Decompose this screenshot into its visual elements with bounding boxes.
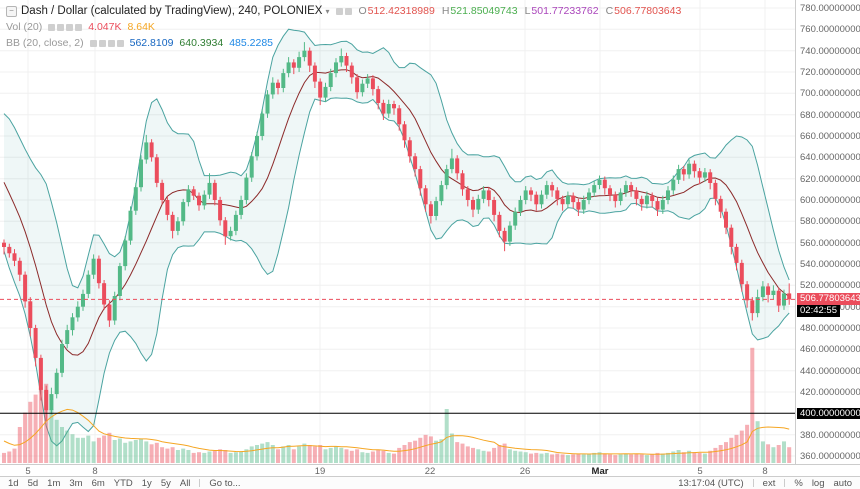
extended-hours-toggle[interactable]: ext (762, 477, 776, 489)
more-icon[interactable] (344, 7, 352, 15)
volume-ma-value: 8.64K (127, 21, 155, 33)
time-axis-label: 8 (762, 466, 768, 477)
volume-bars (2, 347, 792, 463)
time-axis[interactable]: 5 8 19 22 26 Mar 5 8 (0, 464, 860, 477)
high-value: 521.85049743 (450, 5, 518, 17)
chart-legend: − Dash / Dollar (calculated by TradingVi… (6, 3, 681, 51)
settings-icon[interactable] (98, 39, 106, 47)
time-axis-label: 5 (25, 466, 31, 477)
price-axis-label: 520.00000000 (800, 280, 860, 292)
indicator-controls (89, 39, 124, 47)
range-5d-button[interactable]: 5d (27, 477, 39, 489)
delete-icon[interactable] (66, 23, 74, 31)
indicator-controls (48, 23, 83, 31)
bb-indicator-title[interactable]: BB (20, close, 2) (6, 37, 84, 49)
open-value: 512.42318989 (367, 5, 435, 17)
range-5y-button[interactable]: 5y (160, 477, 171, 489)
range-3m-button[interactable]: 3m (69, 477, 83, 489)
delete-icon[interactable] (107, 39, 115, 47)
more-icon[interactable] (75, 23, 83, 31)
price-axis-label: 740.00000000 (800, 45, 860, 57)
price-axis-label: 700.00000000 (800, 88, 860, 100)
chevron-down-icon[interactable]: ▾ (325, 6, 330, 16)
low-label: L (524, 5, 531, 17)
last-price-tag: 506.77803643 02:42:55 (797, 293, 860, 318)
close-value: 506.77803643 (614, 5, 682, 17)
price-axis-label: 440.00000000 (800, 365, 860, 377)
range-1m-button[interactable]: 1m (47, 477, 61, 489)
price-axis-label: 760.00000000 (800, 24, 860, 36)
last-price-value: 506.77803643 (797, 293, 860, 306)
more-icon[interactable] (116, 39, 124, 47)
price-axis-label: 560.00000000 (800, 237, 860, 249)
toolbar-right-group: 13:17:04 (UTC) ext % log auto (669, 478, 852, 489)
candlestick-chart[interactable] (0, 0, 795, 464)
price-axis-label: 600.00000000 (800, 195, 860, 206)
collapse-pane-icon[interactable]: − (6, 5, 17, 17)
eye-icon[interactable] (89, 39, 97, 47)
bar-countdown: 02:42:55 (797, 305, 840, 318)
range-6m-button[interactable]: 6m (91, 477, 105, 489)
price-axis-label: 620.00000000 (800, 173, 860, 185)
symbol-title[interactable]: Dash / Dollar (calculated by TradingView… (21, 5, 323, 17)
clock-utc[interactable]: 13:17:04 (UTC) (678, 477, 744, 489)
eye-icon[interactable] (48, 23, 56, 31)
range-1d-button[interactable]: 1d (8, 477, 19, 489)
price-level-tag-400: 400.00000000 (797, 408, 860, 420)
price-axis-label: 380.00000000 (800, 429, 860, 441)
price-axis-label: 420.00000000 (800, 387, 860, 398)
candles (2, 42, 792, 421)
time-axis-label: 22 (424, 466, 436, 477)
price-axis-label: 720.00000000 (800, 67, 860, 78)
volume-value: 4.047K (88, 21, 122, 33)
price-axis-label: 580.00000000 (800, 216, 860, 228)
eye-icon[interactable] (335, 7, 343, 15)
price-axis-label: 780.00000000 (800, 3, 860, 14)
time-axis-label: 5 (697, 466, 703, 477)
time-axis-label: Mar (591, 466, 609, 477)
toolbar-divider (784, 479, 786, 487)
toolbar-divider (199, 479, 201, 487)
log-scale-toggle[interactable]: log (811, 477, 825, 489)
volume-indicator-row: Vol (20) 4.047K 8.64K (6, 19, 681, 35)
chart-pane[interactable] (0, 0, 795, 464)
range-all-button[interactable]: All (179, 477, 191, 489)
bb-indicator-row: BB (20, close, 2) 562.8109 640.3934 485.… (6, 35, 681, 51)
symbol-controls (335, 7, 352, 15)
open-label: O (358, 5, 367, 17)
high-label: H (441, 5, 450, 17)
close-label: C (605, 5, 614, 17)
bb-lower-value: 485.2285 (229, 37, 274, 49)
range-ytd-button[interactable]: YTD (113, 477, 133, 489)
bottom-toolbar: 1d 5d 1m 3m 6m YTD 1y 5y All Go to... 13… (0, 476, 860, 489)
price-axis-label: 660.00000000 (800, 131, 860, 142)
range-1y-button[interactable]: 1y (141, 477, 152, 489)
bb-basis-value: 562.8109 (129, 37, 174, 49)
price-axis[interactable]: 506.77803643 02:42:55 780.00000000 760.00… (795, 0, 860, 464)
auto-scale-toggle[interactable]: auto (833, 477, 853, 489)
bb-upper-value: 640.3934 (179, 37, 224, 49)
symbol-header-row: − Dash / Dollar (calculated by TradingVi… (6, 3, 681, 19)
time-axis-label: 8 (92, 466, 98, 477)
time-axis-label: 19 (314, 466, 326, 477)
price-axis-label: 640.00000000 (800, 152, 860, 164)
settings-icon[interactable] (57, 23, 65, 31)
price-axis-label: 680.00000000 (800, 109, 860, 121)
goto-date-button[interactable]: Go to... (209, 477, 241, 489)
toolbar-divider (752, 479, 754, 487)
price-axis-label: 460.00000000 (800, 344, 860, 356)
volume-indicator-title[interactable]: Vol (20) (6, 21, 43, 33)
price-axis-label: 360.00000000 (800, 451, 860, 462)
price-axis-label: 540.00000000 (800, 259, 860, 270)
time-axis-label: 26 (519, 466, 531, 477)
percent-scale-toggle[interactable]: % (794, 477, 803, 489)
price-axis-label: 480.00000000 (800, 323, 860, 334)
low-value: 501.77233762 (531, 5, 599, 17)
